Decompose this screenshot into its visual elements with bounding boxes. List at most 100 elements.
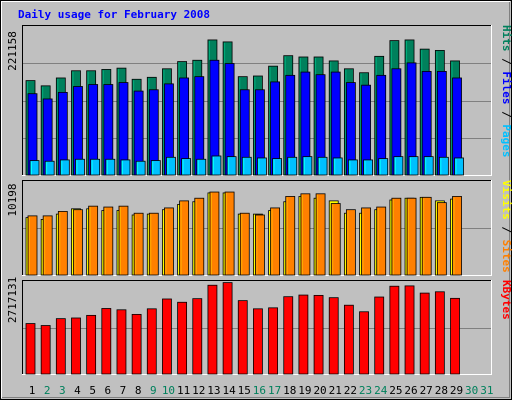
legend-entry: Pages: [500, 124, 512, 157]
bar-sites-day-20: [315, 193, 326, 276]
bar-sites-day-4: [73, 209, 83, 276]
bar-sites-day-23: [361, 207, 371, 276]
bar-pages-day-29: [454, 157, 464, 176]
day-label-22: 22: [344, 384, 357, 397]
panel-visits-sites: 10198 Visits / Sites: [6, 180, 512, 276]
bar-pages-day-8: [135, 160, 146, 176]
legend: Visits / Sites: [500, 180, 512, 273]
bar-kbytes-day-13: [207, 284, 218, 375]
bar-pages-day-5: [90, 158, 101, 176]
max-value-label: 221158: [6, 31, 19, 71]
bar-kbytes-day-12: [192, 298, 203, 375]
bar-kbytes-day-9: [146, 308, 157, 375]
day-label-31: 31: [480, 384, 493, 397]
bar-sites-day-19: [300, 193, 311, 276]
bar-sites-day-17: [270, 207, 280, 276]
bar-kbytes-day-10: [162, 298, 172, 375]
bar-sites-day-14: [224, 191, 235, 276]
bar-sites-day-9: [148, 212, 159, 276]
bar-sites-day-5: [88, 205, 99, 276]
day-label-14: 14: [222, 384, 236, 397]
legend-entry: Sites: [500, 240, 512, 273]
bar-pages-day-19: [302, 156, 313, 176]
legend-entry: Hits: [500, 25, 512, 52]
chart-title: Daily usage for February 2008: [18, 8, 210, 21]
day-label-12: 12: [192, 384, 205, 397]
bar-sites-day-11: [179, 200, 190, 276]
bar-pages-day-18: [287, 156, 298, 176]
bar-pages-day-11: [181, 158, 192, 176]
day-label-19: 19: [298, 384, 311, 397]
bar-kbytes-day-20: [313, 294, 324, 375]
bar-pages-day-9: [150, 160, 161, 176]
bar-pages-day-25: [393, 156, 404, 176]
bar-pages-day-7: [120, 159, 131, 176]
bar-kbytes-day-16: [253, 308, 263, 375]
max-value-label: 2717131: [6, 277, 19, 323]
bar-pages-day-27: [423, 156, 434, 176]
legend-entry: Visits: [500, 180, 512, 220]
bar-sites-day-15: [239, 212, 250, 276]
day-label-17: 17: [268, 384, 281, 397]
day-label-25: 25: [389, 384, 402, 397]
day-label-15: 15: [238, 384, 251, 397]
day-label-2: 2: [44, 384, 51, 397]
bar-sites-day-8: [133, 212, 144, 276]
bar-kbytes-day-21: [328, 297, 339, 375]
bar-sites-day-3: [57, 211, 68, 276]
bar-kbytes-day-17: [268, 307, 278, 375]
bar-kbytes-day-29: [450, 297, 460, 375]
bar-kbytes-day-6: [101, 308, 112, 375]
day-label-4: 4: [74, 384, 81, 397]
bar-sites-day-12: [194, 197, 205, 276]
bar-pages-day-20: [317, 156, 328, 176]
bar-pages-day-26: [408, 156, 419, 176]
bar-pages-day-17: [272, 158, 282, 176]
bar-sites-day-7: [118, 205, 129, 276]
day-label-27: 27: [420, 384, 433, 397]
day-label-9: 9: [150, 384, 157, 397]
bar-pages-day-12: [196, 158, 207, 176]
bar-pages-day-2: [44, 160, 55, 176]
bar-sites-day-22: [345, 209, 356, 276]
bar-kbytes-day-1: [25, 323, 36, 375]
day-label-21: 21: [329, 384, 342, 397]
bar-kbytes-day-28: [434, 291, 445, 375]
day-label-24: 24: [374, 384, 388, 397]
bar-sites-day-16: [255, 214, 265, 276]
bar-pages-day-28: [438, 156, 449, 176]
day-label-20: 20: [313, 384, 326, 397]
bar-sites-day-26: [406, 197, 417, 276]
day-label-28: 28: [435, 384, 448, 397]
day-label-7: 7: [120, 384, 127, 397]
bar-pages-day-3: [59, 159, 70, 176]
legend-entry: KBytes: [500, 280, 512, 320]
bar-pages-day-15: [241, 156, 252, 176]
bar-pages-day-14: [226, 156, 237, 176]
panel-kbytes: 2717131 KBytes: [6, 277, 512, 375]
bar-kbytes-day-11: [177, 301, 188, 375]
bar-kbytes-day-15: [237, 300, 248, 375]
day-label-5: 5: [89, 384, 96, 397]
bar-kbytes-day-25: [389, 285, 400, 375]
legend-entry: /: [500, 105, 512, 125]
day-label-29: 29: [450, 384, 463, 397]
bar-sites-day-21: [330, 203, 341, 276]
bar-sites-day-6: [103, 206, 114, 276]
day-label-8: 8: [135, 384, 142, 397]
bar-kbytes-day-8: [131, 313, 142, 375]
legend: KBytes: [500, 280, 512, 320]
bar-kbytes-day-5: [86, 314, 97, 375]
bar-sites-day-10: [164, 207, 174, 276]
bar-pages-day-4: [75, 158, 85, 176]
day-label-13: 13: [207, 384, 220, 397]
bar-pages-day-1: [29, 160, 40, 176]
bar-sites-day-27: [421, 196, 432, 276]
legend-entry: /: [500, 52, 512, 72]
panel-hits-files-pages: 221158 Hits / Files / Pages: [6, 25, 512, 176]
bar-kbytes-day-27: [419, 292, 430, 375]
day-label-1: 1: [29, 384, 36, 397]
bar-kbytes-day-19: [298, 294, 309, 375]
bar-pages-day-13: [211, 155, 222, 176]
bar-sites-day-24: [376, 206, 387, 276]
